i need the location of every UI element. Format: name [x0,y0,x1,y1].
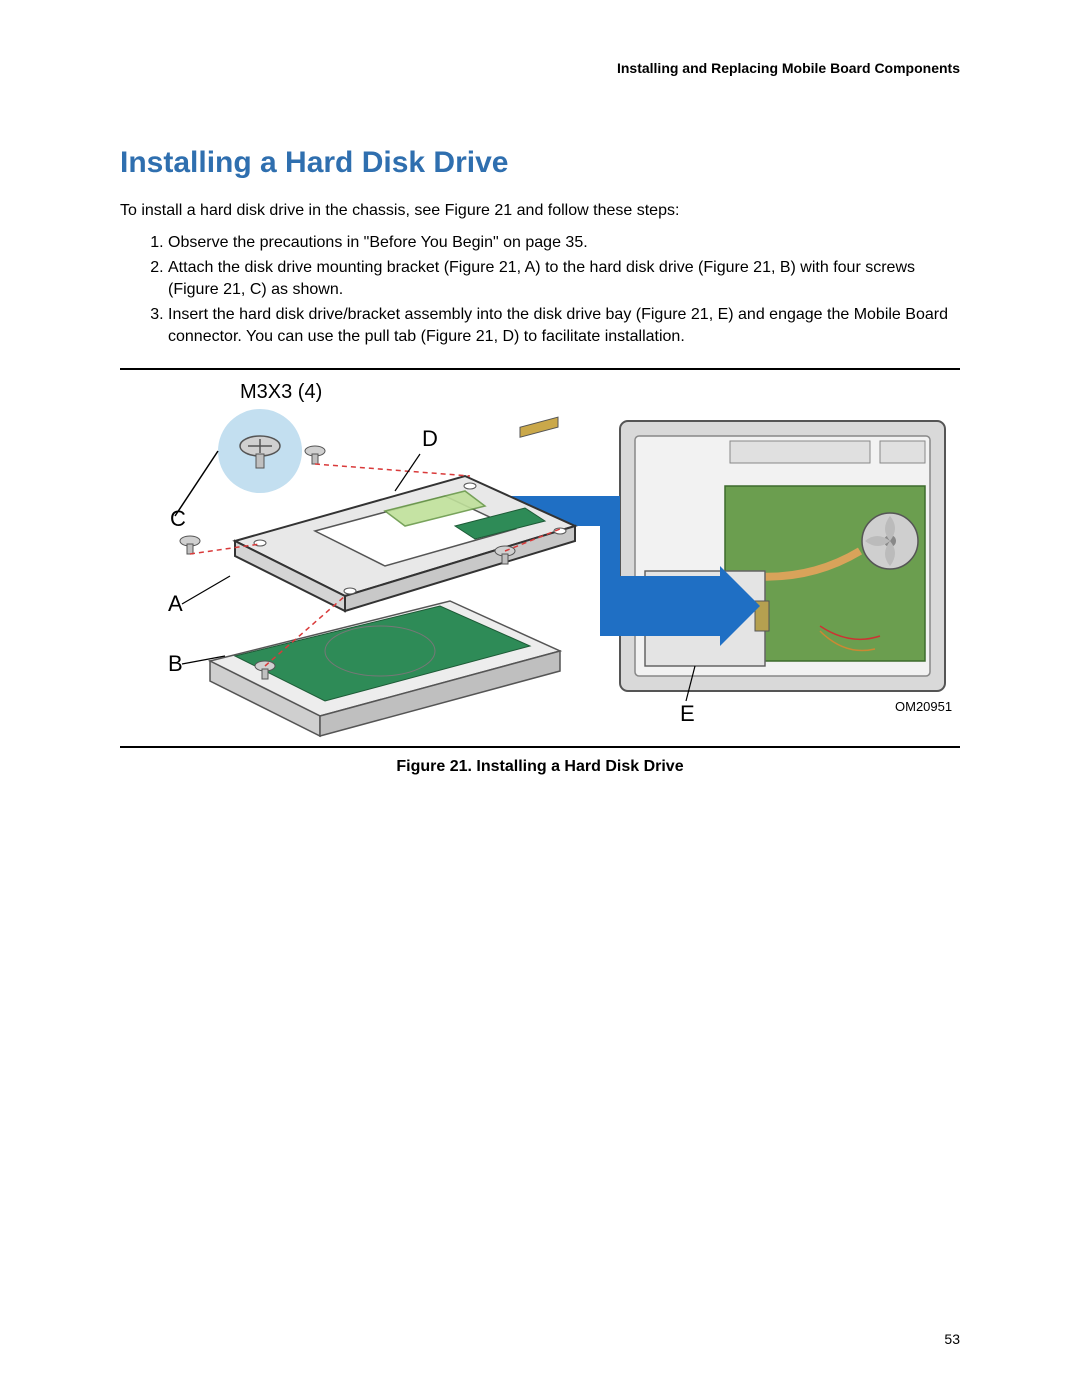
figure-illustration: M3X3 (4) [120,376,960,746]
label-C: C [170,506,186,531]
steps-list: Observe the precautions in "Before You B… [120,232,960,348]
page-heading: Installing a Hard Disk Drive [120,146,960,180]
om-code: OM20951 [895,699,952,714]
figure-caption: Figure 21. Installing a Hard Disk Drive [120,758,960,776]
page-number: 53 [944,1331,960,1347]
label-D: D [422,426,438,451]
section-header: Installing and Replacing Mobile Board Co… [120,60,960,76]
label-A: A [168,591,183,616]
label-E: E [680,701,695,726]
screw-detail-icon [175,409,302,516]
chassis-icon [620,421,945,691]
label-B: B [168,651,183,676]
intro-paragraph: To install a hard disk drive in the chas… [120,200,960,222]
step-item: Insert the hard disk drive/bracket assem… [168,304,960,349]
step-item: Attach the disk drive mounting bracket (… [168,257,960,302]
screw-spec-label: M3X3 (4) [240,381,322,403]
step-item: Observe the precautions in "Before You B… [168,232,960,254]
figure-block: M3X3 (4) [120,368,960,748]
